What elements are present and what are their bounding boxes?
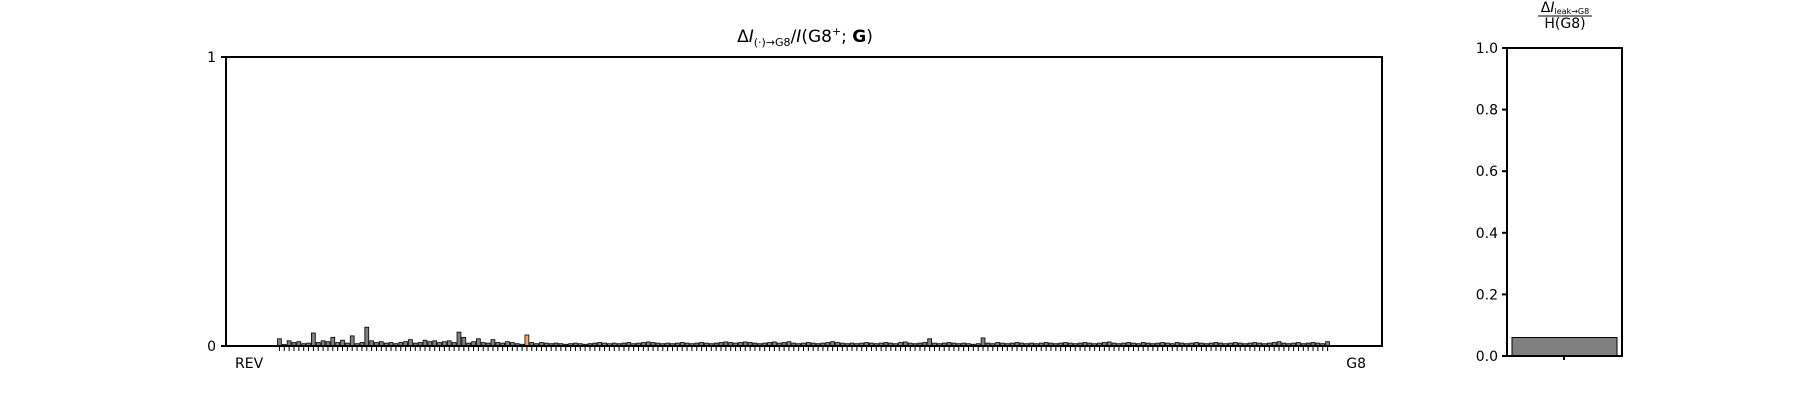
side-y-tick-label: 0.4: [1476, 226, 1498, 242]
side-y-ticks: 0.0 0.2 0.4 0.6 0.8 1.0: [1476, 41, 1507, 365]
side-y-tick-label: 0.6: [1476, 164, 1498, 180]
main-bars: [277, 326, 1330, 347]
side-bars: [1511, 337, 1618, 357]
main-x-tick-first-label: REV: [235, 356, 264, 372]
main-bar: [927, 338, 932, 347]
side-chart-title: ΔIleak→G8 H(G8): [1538, 0, 1592, 32]
side-bar: [1511, 337, 1618, 357]
main-bar: [524, 334, 530, 347]
side-y-tick-label: 0.2: [1476, 287, 1498, 303]
main-bar: [980, 337, 986, 347]
side-title-numerator: ΔIleak→G8: [1541, 0, 1589, 16]
main-bar: [311, 332, 316, 347]
main-bar: [277, 338, 282, 347]
main-bar: [349, 335, 355, 347]
main-bar: [330, 336, 336, 347]
side-chart: ΔIleak→G8 H(G8) 0.0 0.2 0.4 0.6 0.8 1.0: [1476, 0, 1623, 365]
main-y-tick-label-1: 1: [207, 50, 216, 66]
main-bar: [456, 331, 462, 347]
main-chart: ΔI(·)→G8/I(G8+; G) 1 0 REV G8: [207, 25, 1383, 372]
side-title-denominator: H(G8): [1544, 16, 1585, 32]
main-plot-frame: [225, 56, 1383, 347]
main-bar: [461, 336, 467, 347]
main-bar: [364, 326, 370, 347]
main-chart-title: ΔI(·)→G8/I(G8+; G): [737, 25, 873, 49]
main-x-tick-last-label: G8: [1346, 356, 1366, 372]
side-y-tick-label: 0.8: [1476, 103, 1498, 119]
main-bar: [476, 338, 481, 347]
side-plot-frame: [1506, 47, 1623, 357]
side-y-tick-label: 1.0: [1476, 41, 1498, 57]
main-y-tick-label-0: 0: [207, 339, 216, 355]
side-y-tick-label: 0.0: [1476, 349, 1498, 365]
